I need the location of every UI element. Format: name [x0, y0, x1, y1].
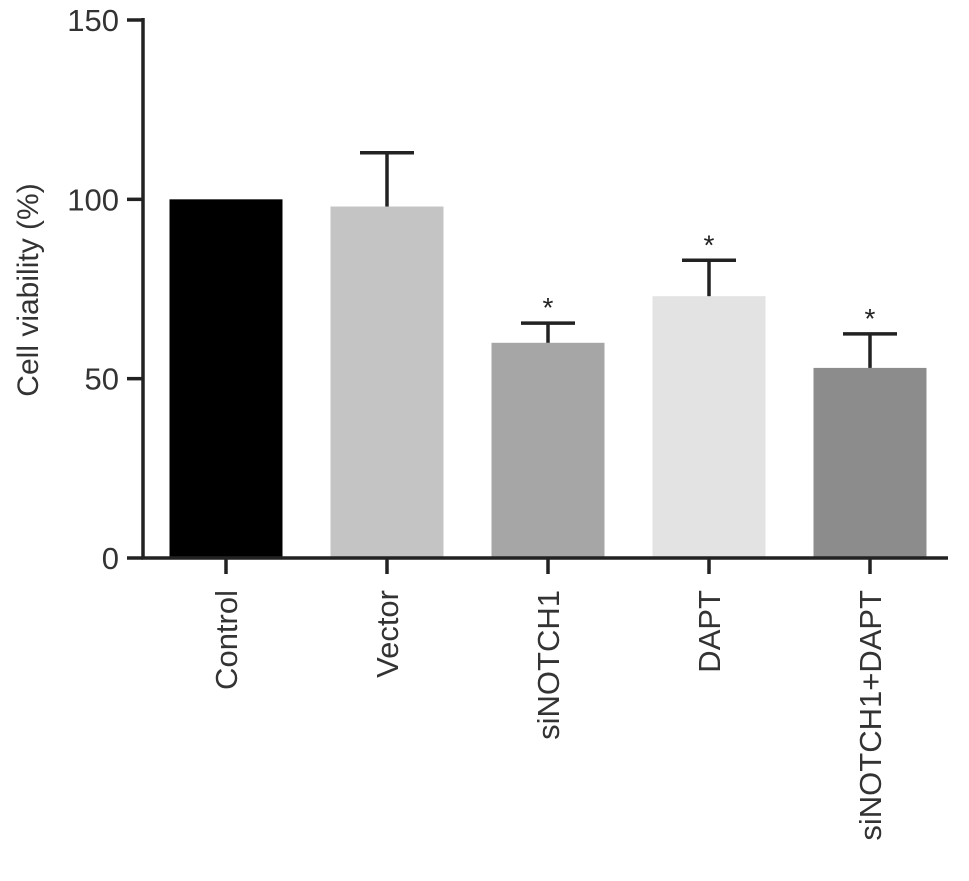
y-tick-label: 150 — [67, 3, 119, 38]
bar-sinotch1 — [491, 342, 605, 558]
x-tick-label: DAPT — [692, 590, 727, 673]
error-bar — [360, 150, 414, 207]
bar-sinotch1-dapt — [813, 367, 927, 558]
y-axis-title: Cell viability (%) — [12, 183, 45, 396]
y-tick-label: 0 — [102, 541, 119, 576]
significance-marker: * — [704, 229, 715, 260]
bar-dapt — [652, 296, 766, 558]
error-bar — [843, 332, 897, 368]
x-tick-label: siNOTCH1+DAPT — [853, 590, 888, 841]
significance-marker: * — [865, 303, 876, 334]
bar-control — [169, 199, 283, 559]
y-axis-title-group: Cell viability (%) — [12, 183, 45, 396]
x-tick-label: siNOTCH1 — [531, 590, 566, 740]
plot-area: * * * 0 50 100 150 Control Vector siNOTCH1 DAPT siN… — [67, 3, 948, 841]
x-tick-label: Control — [209, 590, 244, 690]
y-tick-label: 50 — [85, 362, 119, 397]
y-tick-label: 100 — [67, 182, 119, 217]
significance-marker: * — [543, 292, 554, 323]
error-bar — [521, 321, 575, 343]
x-tick-label: Vector — [370, 590, 405, 678]
bar-vector — [330, 206, 444, 559]
error-bar — [682, 258, 736, 297]
